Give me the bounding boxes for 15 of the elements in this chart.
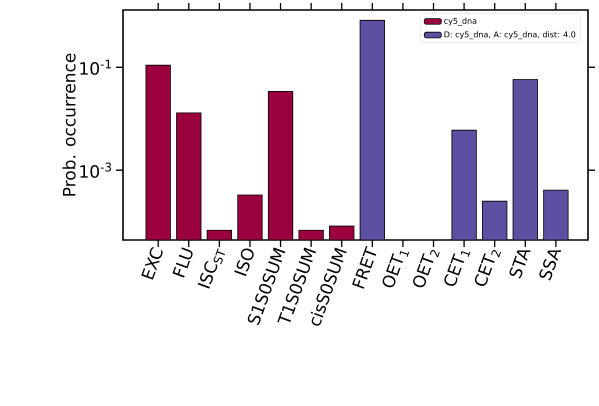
x-tick-label: CET$_{1}$ [444, 251, 470, 286]
y-axis-title: Prob. occurrence [62, 54, 76, 196]
y-tick-label: 10$^{-3}$ [80, 162, 112, 178]
x-tick-label: OET$_{2}$ [413, 250, 440, 288]
y-tick-label: 10$^{-1}$ [80, 60, 111, 75]
x-tick-label: FRET [352, 246, 376, 289]
legend-label: D: cy5_dna, A: cy5_dna, dist: 4.0 [444, 31, 576, 40]
x-tick-label: FLU [172, 247, 193, 278]
x-tick-label: ISC$_{ST}$ [198, 248, 225, 289]
x-tick-label: SSA [539, 250, 562, 280]
x-tick-label: OET$_{1}$ [382, 251, 410, 288]
x-tick-label: STA [510, 250, 531, 279]
x-tick-label: EXC [141, 247, 163, 280]
x-tick-label: CET$_{2}$ [474, 250, 501, 286]
legend-label: cy5_dna [444, 18, 476, 26]
